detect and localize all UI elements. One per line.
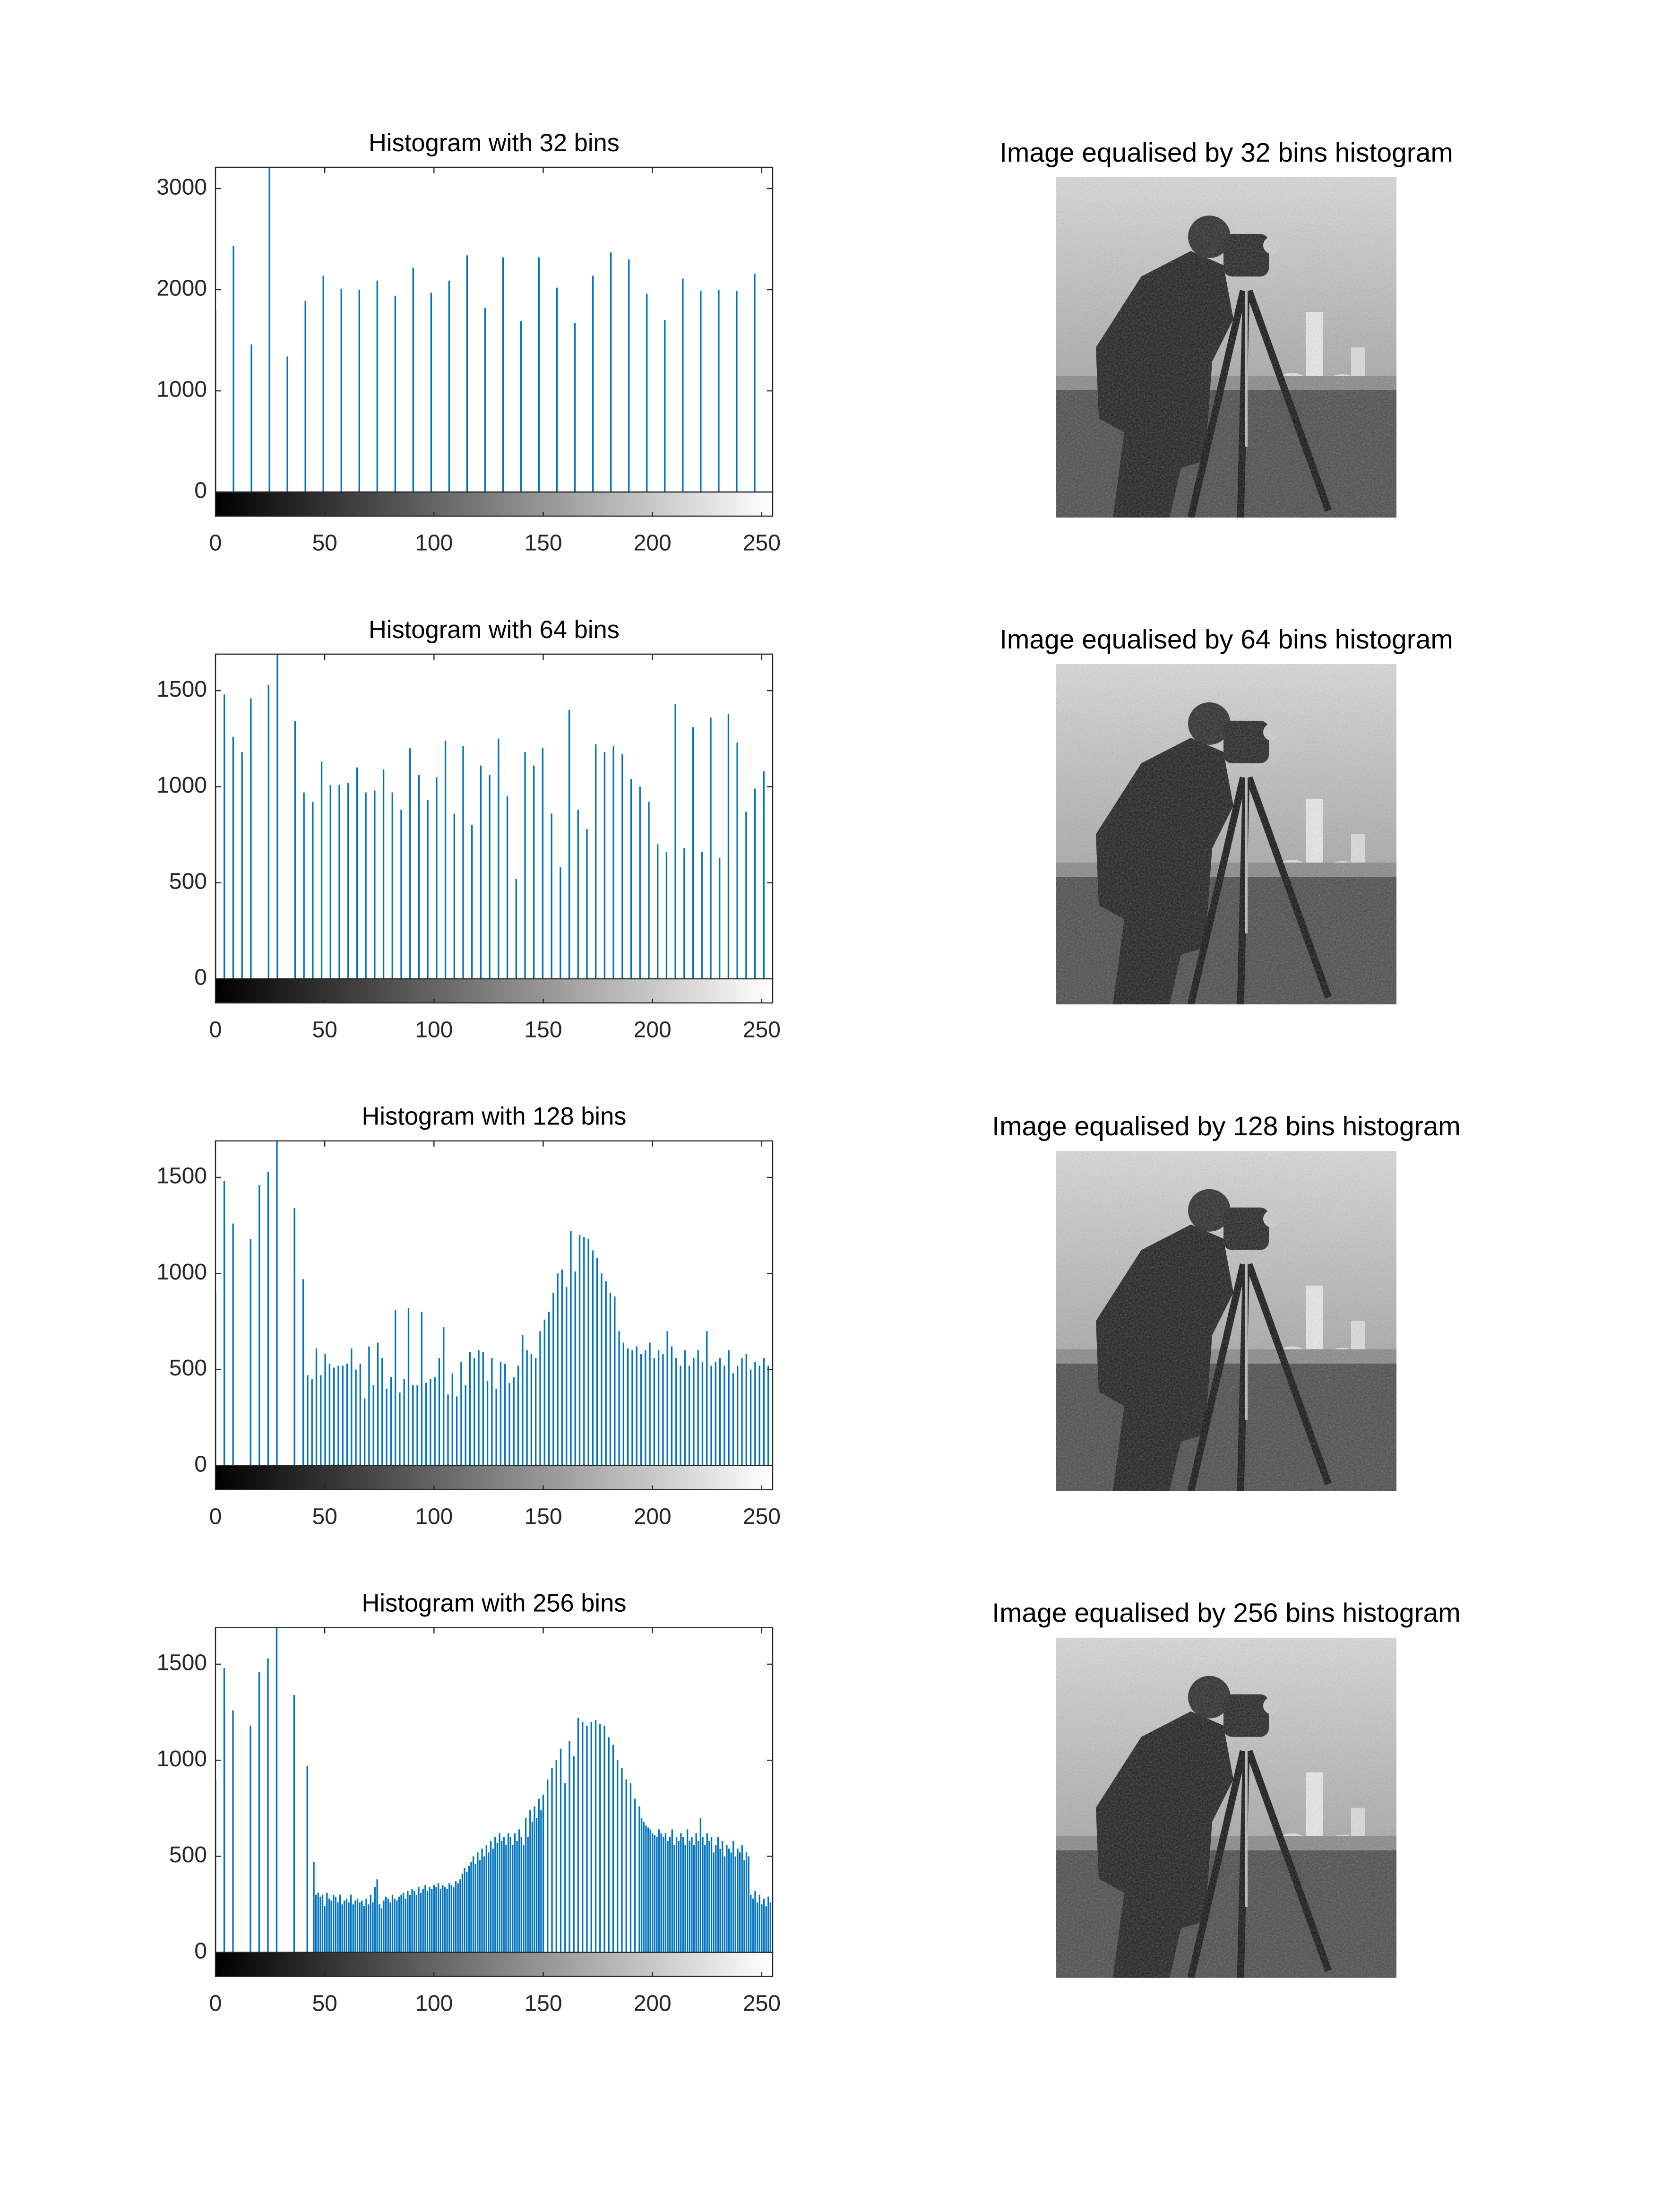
x-tick-label: 150 xyxy=(524,1991,562,2016)
plot-area xyxy=(215,1627,773,1953)
colorbar xyxy=(215,1465,774,1490)
image-title: Image equalised by 64 bins histogram xyxy=(999,624,1453,655)
x-tick-label: 0 xyxy=(209,1018,222,1043)
y-tick-label: 0 xyxy=(194,965,207,990)
image-title: Image equalised by 32 bins histogram xyxy=(999,138,1453,168)
chart-title: Histogram with 128 bins xyxy=(362,1103,626,1131)
stems xyxy=(215,167,773,493)
x-tick-label: 200 xyxy=(634,1991,672,2016)
x-tick-label: 200 xyxy=(634,1018,672,1043)
equalised-image xyxy=(1056,1151,1396,1491)
x-tick-label: 150 xyxy=(524,1504,562,1529)
y-tick-label: 0 xyxy=(194,1938,207,1963)
x-tick-label: 0 xyxy=(209,1504,222,1529)
x-tick-label: 100 xyxy=(415,1504,453,1529)
stems xyxy=(215,1627,773,1953)
x-tick-label: 100 xyxy=(415,1991,453,2016)
equalised-image xyxy=(1056,664,1396,1004)
plot-area xyxy=(215,654,773,979)
y-tick-label: 0 xyxy=(194,478,207,503)
x-tick-label: 150 xyxy=(524,531,562,556)
chart-title: Histogram with 256 bins xyxy=(362,1590,626,1617)
y-tick-label: 3000 xyxy=(156,175,207,200)
colorbar xyxy=(215,1952,774,1977)
x-tick-label: 0 xyxy=(209,1991,222,2016)
y-tick-label: 0 xyxy=(194,1452,207,1477)
y-tick-label: 500 xyxy=(169,1842,207,1867)
x-tick-label: 200 xyxy=(634,1504,672,1529)
y-tick-label: 1500 xyxy=(156,1650,207,1676)
x-tick-label: 50 xyxy=(312,1018,337,1043)
x-tick-label: 50 xyxy=(312,1504,337,1529)
x-tick-label: 250 xyxy=(743,1018,781,1043)
y-tick-label: 500 xyxy=(169,869,207,894)
y-tick-label: 1000 xyxy=(156,1260,207,1285)
x-tick-label: 150 xyxy=(524,1018,562,1043)
x-tick-label: 200 xyxy=(634,531,672,556)
histogram-axes: 0 1000 2000 3000 0 50 100 150 200 250 Histogram wi… xyxy=(156,129,781,556)
image-panel: Image equalised by 32 bins histogram xyxy=(999,138,1453,518)
image-title: Image equalised by 256 bins histogram xyxy=(992,1598,1460,1628)
colorbar xyxy=(215,978,774,1004)
x-tick-label: 0 xyxy=(209,531,222,556)
y-tick-label: 1000 xyxy=(156,773,207,798)
equalised-image xyxy=(1056,177,1396,518)
image-panel: Image equalised by 256 bins histogram xyxy=(992,1598,1461,1978)
histogram-axes: 0 500 1000 1500 0 50 100 150 200 250 Histogram wit… xyxy=(156,616,781,1043)
histogram-axes: 0 500 1000 1500 0 50 100 150 200 250 Histogram wit… xyxy=(156,1590,781,2016)
image-title: Image equalised by 128 bins histogram xyxy=(992,1111,1460,1141)
y-tick-label: 1500 xyxy=(156,1164,207,1189)
equalised-image xyxy=(1056,1638,1396,1978)
x-tick-label: 250 xyxy=(743,531,781,556)
chart-title: Histogram with 64 bins xyxy=(369,616,620,644)
stems xyxy=(215,1141,773,1466)
x-tick-label: 250 xyxy=(743,1504,781,1529)
y-tick-label: 1000 xyxy=(156,377,207,402)
image-panel: Image equalised by 64 bins histogram xyxy=(999,624,1453,1004)
x-tick-label: 100 xyxy=(415,1018,453,1043)
x-tick-label: 100 xyxy=(415,531,453,556)
y-tick-label: 1500 xyxy=(156,677,207,702)
image-panel: Image equalised by 128 bins histogram xyxy=(992,1111,1461,1491)
stems xyxy=(215,654,773,979)
plot-area xyxy=(215,167,773,493)
histogram-axes: 0 500 1000 1500 0 50 100 150 200 250 Histogram wit… xyxy=(156,1103,781,1529)
x-tick-label: 250 xyxy=(743,1991,781,2016)
y-tick-label: 2000 xyxy=(156,276,207,301)
x-tick-label: 50 xyxy=(312,531,337,556)
chart-title: Histogram with 32 bins xyxy=(369,129,620,157)
y-tick-label: 500 xyxy=(169,1356,207,1381)
colorbar xyxy=(215,491,774,517)
x-tick-label: 50 xyxy=(312,1991,337,2016)
y-tick-label: 1000 xyxy=(156,1746,207,1771)
